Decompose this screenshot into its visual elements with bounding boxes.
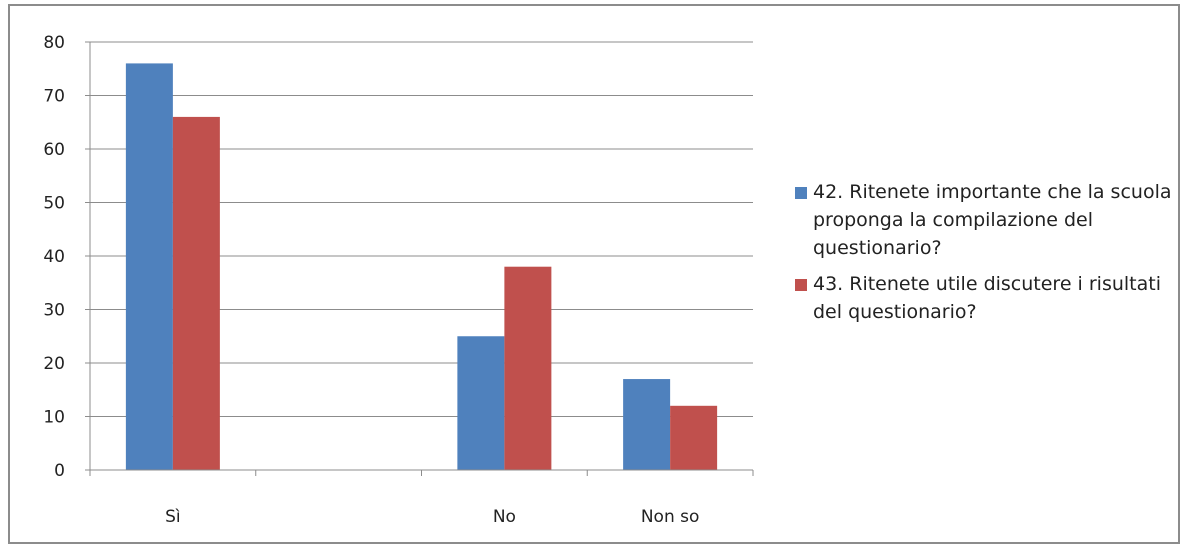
- y-tick-label: 20: [43, 354, 65, 374]
- legend-item-series-2: 43. Ritenete utile discutere i risultati…: [795, 270, 1180, 326]
- legend-swatch-series-2: [795, 279, 807, 291]
- y-tick-label: 80: [43, 33, 65, 53]
- y-tick-label: 70: [43, 87, 65, 107]
- axes: [85, 41, 754, 476]
- bar-series-2-cat-4: [670, 405, 718, 470]
- y-tick-label: 10: [43, 408, 65, 428]
- legend: 42. Ritenete importante che la scuola pr…: [795, 178, 1180, 334]
- legend-label-series-1: 42. Ritenete importante che la scuola pr…: [813, 181, 1172, 259]
- y-tick-label: 40: [43, 247, 65, 267]
- bar-series-2-cat-1: [172, 116, 220, 471]
- bar-series-1-cat-4: [623, 379, 671, 470]
- y-tick-label: 60: [43, 140, 65, 160]
- bar-series-2-cat-3: [504, 266, 552, 470]
- bar-series-1-cat-3: [457, 336, 505, 470]
- y-tick-label: 30: [43, 301, 65, 321]
- bars: [125, 63, 718, 471]
- legend-label-series-2: 43. Ritenete utile discutere i risultati…: [813, 273, 1162, 323]
- legend-item-series-1: 42. Ritenete importante che la scuola pr…: [795, 178, 1180, 262]
- x-tick-label: Non so: [641, 507, 700, 527]
- y-tick-label: 50: [43, 194, 65, 214]
- x-tick-label: No: [493, 507, 516, 527]
- bar-series-1-cat-1: [125, 63, 173, 471]
- x-tick-label: Sì: [165, 507, 181, 527]
- legend-swatch-series-1: [795, 187, 807, 199]
- tick-labels: 0 10 20 30 40 50 60 70 80 Sì No Non so: [43, 33, 699, 527]
- y-tick-label: 0: [54, 461, 65, 481]
